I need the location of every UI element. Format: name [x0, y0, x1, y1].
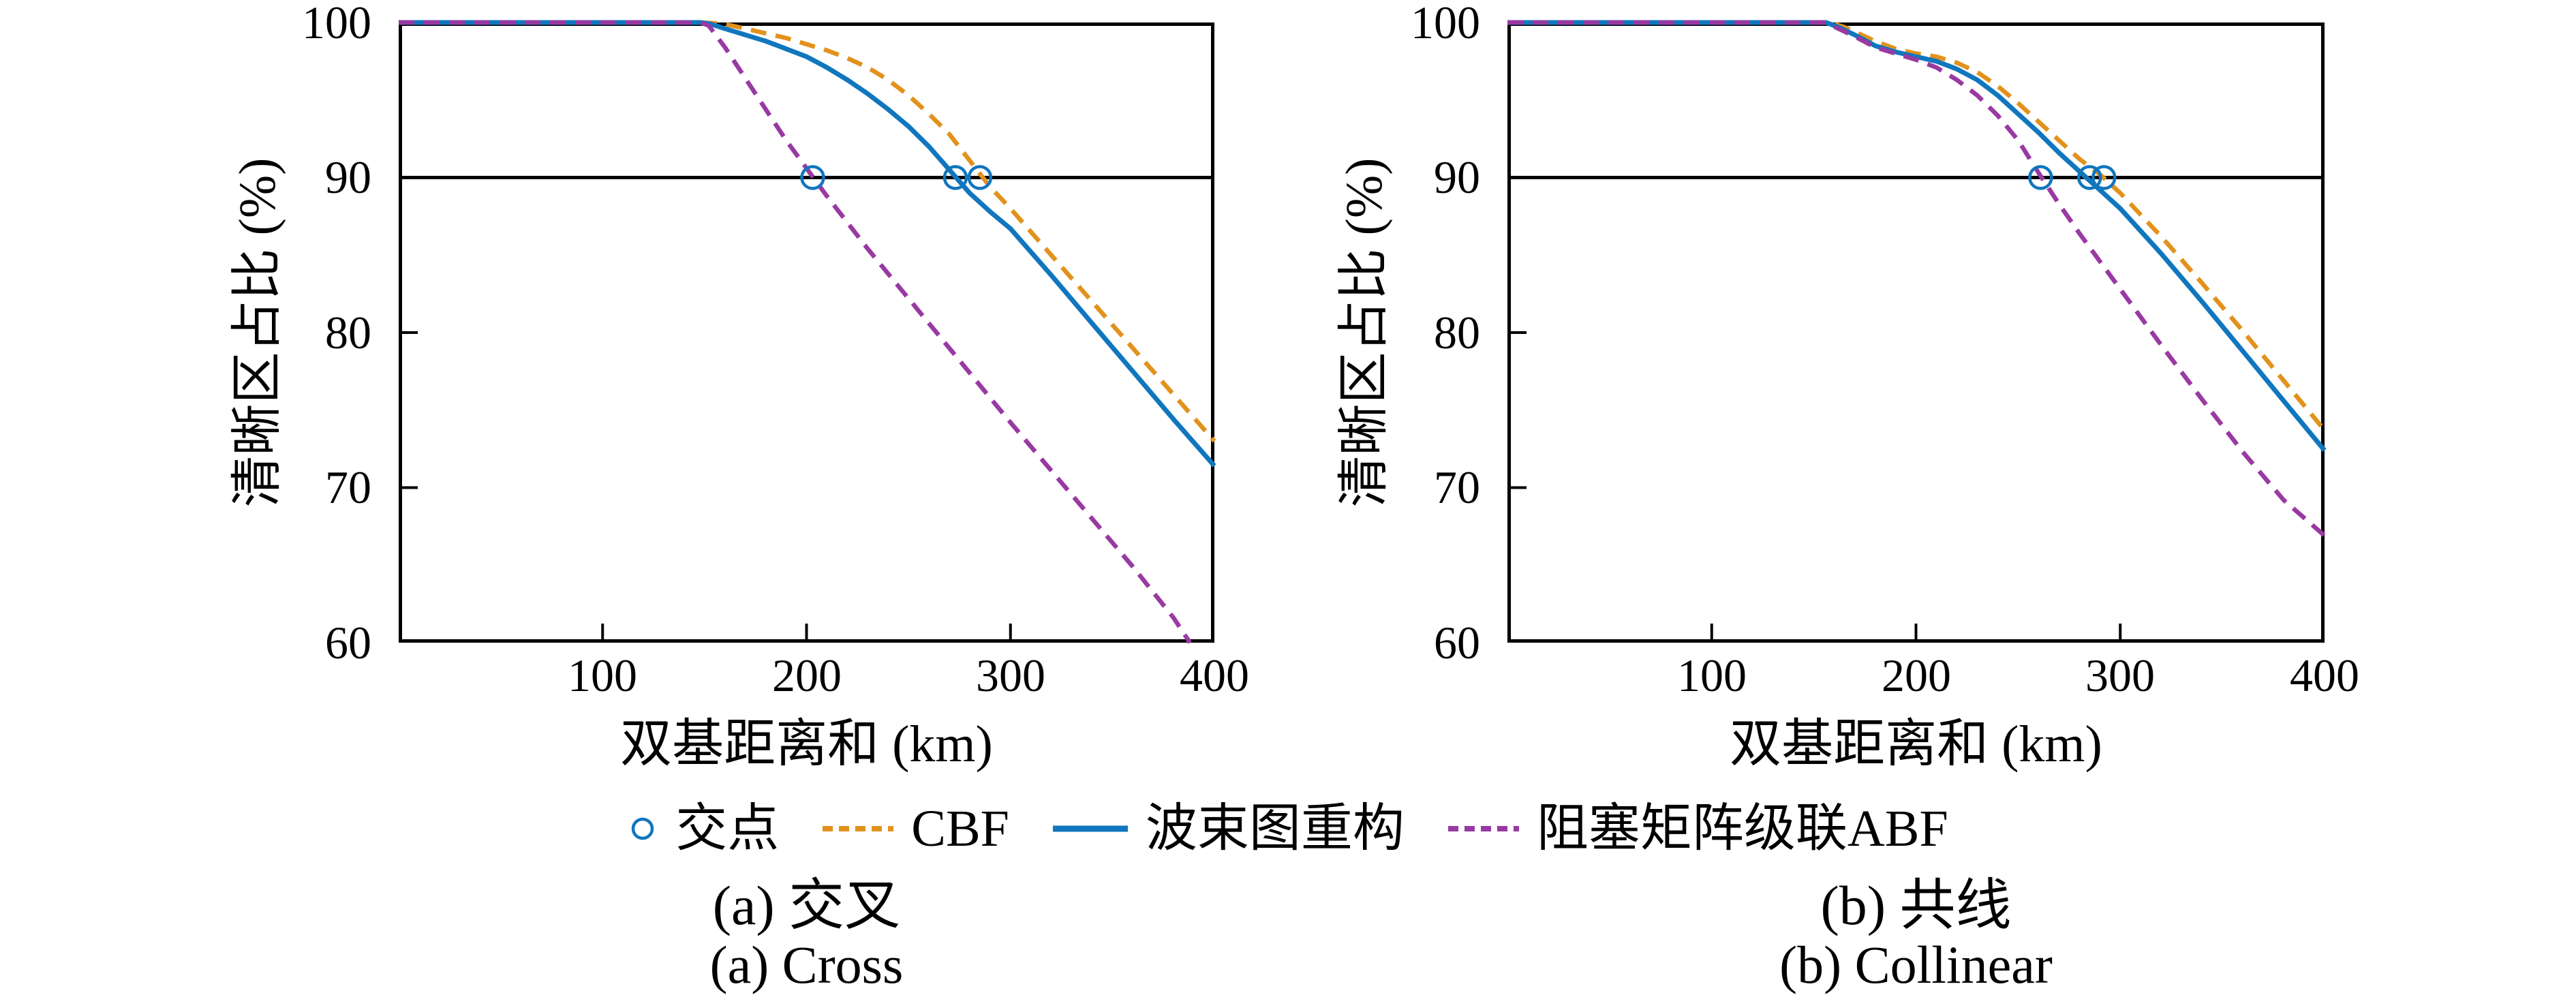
x-tick-label: 300: [2085, 649, 2155, 701]
legend-label: 波束图重构: [1145, 800, 1405, 857]
y-tick-label: 70: [325, 461, 371, 513]
y-tick-label: 90: [325, 151, 371, 203]
caption-b-en: (b) Collinear: [1779, 935, 2053, 994]
intersection-marker: [967, 165, 993, 190]
intersection-marker: [942, 165, 968, 190]
y-tick-label: 80: [325, 307, 371, 358]
caption-a-en: (a) Cross: [709, 935, 904, 994]
series-波束图重构: [399, 20, 1216, 468]
legend: 交点 CBF 波束图重构 阻塞矩阵级联ABF: [0, 796, 2576, 861]
y-tick-label: 90: [1434, 151, 1480, 203]
solid-line-icon: [1052, 825, 1128, 832]
series-阻塞矩阵级联ABF: [1507, 20, 2327, 538]
series-CBF: [399, 20, 1216, 443]
legend-item-intersection: 交点: [628, 796, 779, 861]
x-tick-label: 400: [1180, 649, 1249, 701]
chart-a-plot: [399, 20, 1216, 644]
plot-border: [399, 22, 1214, 643]
x-tick-label: 200: [772, 649, 842, 701]
x-axis-label-b: 双基距离和 (km): [1730, 716, 2102, 773]
legend-item-cbf: CBF: [823, 796, 1009, 861]
chart-b-plot: [1507, 20, 2327, 643]
y-tick-label: 60: [325, 617, 371, 669]
y-tick-label: 80: [1434, 307, 1480, 358]
y-tick-label: 70: [1434, 461, 1480, 513]
y-tick-label: 100: [1411, 0, 1480, 48]
dashed-line-icon: [823, 826, 894, 831]
series-波束图重构: [1507, 20, 2327, 453]
caption-b-zh: (b) 共线: [1820, 874, 2012, 936]
x-tick-label: 100: [1677, 649, 1747, 701]
x-tick-label: 400: [2290, 649, 2359, 701]
intersection-marker-icon: [632, 817, 654, 840]
series-阻塞矩阵级联ABF: [399, 20, 1192, 644]
intersection-marker: [2091, 165, 2117, 190]
legend-label: CBF: [911, 800, 1009, 857]
x-tick-label: 100: [568, 649, 637, 701]
intersection-marker: [2077, 165, 2102, 190]
plot-border: [1507, 22, 2325, 643]
dashed-line-icon: [1447, 826, 1519, 831]
caption-a-zh: (a) 交叉: [712, 874, 901, 936]
legend-label: 阻塞矩阵级联ABF: [1536, 800, 1948, 857]
y-tick-label: 60: [1434, 617, 1480, 669]
legend-label: 交点: [675, 800, 780, 857]
series-CBF: [1507, 20, 2327, 432]
intersection-marker: [800, 165, 825, 190]
x-axis-label-a: 双基距离和 (km): [620, 716, 993, 773]
intersection-marker: [2028, 165, 2053, 190]
x-tick-label: 300: [976, 649, 1045, 701]
y-tick-label: 100: [302, 0, 371, 48]
x-tick-label: 200: [1882, 649, 1951, 701]
legend-item-beam-reconstruction: 波束图重构: [1052, 796, 1405, 861]
legend-item-blocking-matrix-abf: 阻塞矩阵级联ABF: [1447, 796, 1948, 861]
